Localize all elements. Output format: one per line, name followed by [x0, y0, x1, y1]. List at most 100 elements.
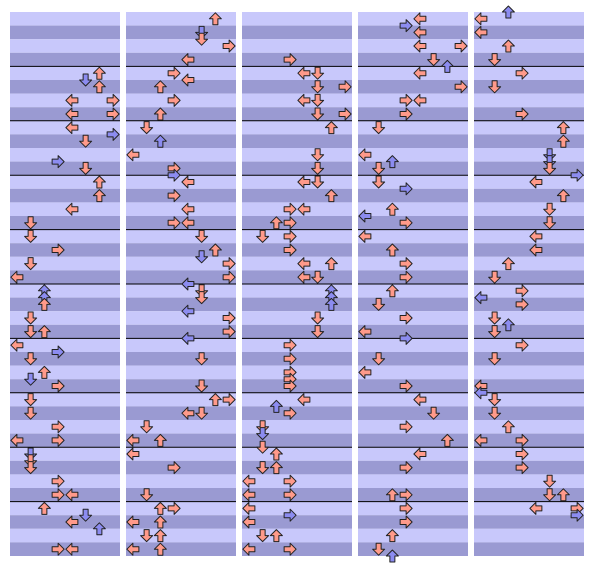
- beat-stripe: [10, 433, 120, 448]
- step-arrow: [181, 175, 195, 189]
- step-arrow: [181, 73, 195, 87]
- beat-stripe: [126, 188, 236, 203]
- beat-stripe: [242, 542, 352, 556]
- beat-stripe: [242, 365, 352, 380]
- beat-stripe: [358, 243, 468, 257]
- beat-stripe: [358, 311, 468, 325]
- beat-stripe: [242, 311, 352, 325]
- step-arrow: [311, 270, 325, 284]
- step-arrow: [195, 32, 209, 46]
- beat-stripe: [358, 148, 468, 162]
- step-arrow: [167, 66, 181, 80]
- beat-stripe: [242, 324, 352, 339]
- beat-stripe: [10, 542, 120, 556]
- beat-stripe: [242, 284, 352, 298]
- step-arrow: [385, 529, 399, 543]
- beat-stripe: [10, 420, 120, 434]
- step-arrow: [181, 277, 195, 291]
- step-arrow: [324, 121, 338, 135]
- step-arrow: [413, 66, 427, 80]
- step-arrow: [24, 325, 38, 339]
- beat-stripe: [474, 52, 584, 67]
- beat-stripe: [358, 256, 468, 271]
- step-arrow: [92, 522, 106, 536]
- beat-stripe: [474, 433, 584, 448]
- step-arrow: [385, 488, 399, 502]
- step-arrow: [106, 93, 120, 107]
- chart-column: [242, 12, 352, 556]
- chart-column: [10, 12, 120, 556]
- beat-stripe: [10, 284, 120, 298]
- step-arrow: [65, 121, 79, 135]
- beat-stripe: [10, 406, 120, 420]
- step-arrow: [556, 189, 570, 203]
- beat-stripe: [358, 542, 468, 556]
- step-arrow: [10, 270, 24, 284]
- step-arrow: [195, 291, 209, 305]
- step-arrow: [195, 229, 209, 243]
- step-arrow: [297, 175, 311, 189]
- beat-stripe: [474, 134, 584, 148]
- step-arrow: [92, 175, 106, 189]
- step-arrow: [106, 107, 120, 121]
- step-arrow: [283, 216, 297, 230]
- step-arrow: [256, 461, 270, 475]
- beat-stripe: [474, 93, 584, 108]
- step-arrow: [65, 107, 79, 121]
- step-arrow: [399, 270, 413, 284]
- step-arrow: [181, 406, 195, 420]
- step-arrow: [543, 488, 557, 502]
- beat-stripe: [242, 406, 352, 420]
- beat-stripe: [10, 338, 120, 352]
- beat-stripe: [242, 229, 352, 244]
- beat-stripe: [126, 488, 236, 502]
- step-arrow: [92, 189, 106, 203]
- step-arrow: [242, 542, 256, 556]
- beat-stripe: [126, 175, 236, 189]
- step-arrow: [399, 311, 413, 325]
- step-arrow: [24, 311, 38, 325]
- step-arrow: [24, 372, 38, 386]
- beat-stripe: [474, 107, 584, 121]
- step-arrow: [385, 155, 399, 169]
- step-arrow: [79, 73, 93, 87]
- step-arrow: [311, 161, 325, 175]
- step-arrow: [269, 529, 283, 543]
- beat-stripe: [474, 352, 584, 366]
- beat-stripe: [126, 12, 236, 26]
- beat-stripe: [242, 134, 352, 148]
- beat-stripe: [126, 297, 236, 312]
- step-arrow: [181, 304, 195, 318]
- step-arrow: [208, 12, 222, 26]
- beat-stripe: [126, 447, 236, 461]
- step-arrow: [515, 433, 529, 447]
- step-arrow: [399, 257, 413, 271]
- step-arrow: [372, 352, 386, 366]
- beat-stripe: [126, 338, 236, 352]
- step-arrow: [256, 427, 270, 441]
- beat-stripe: [10, 379, 120, 393]
- beat-stripe: [242, 148, 352, 162]
- step-arrow: [283, 202, 297, 216]
- step-arrow: [256, 529, 270, 543]
- step-arrow: [140, 121, 154, 135]
- step-arrow: [488, 393, 502, 407]
- beat-stripe: [126, 80, 236, 94]
- step-arrow: [413, 39, 427, 53]
- step-arrow: [51, 488, 65, 502]
- step-arrow: [51, 433, 65, 447]
- step-arrow: [515, 338, 529, 352]
- step-arrow: [195, 406, 209, 420]
- beat-stripe: [10, 175, 120, 189]
- chart-column: [126, 12, 236, 556]
- step-arrow: [106, 127, 120, 141]
- step-arrow: [372, 542, 386, 556]
- step-arrow: [222, 325, 236, 339]
- beat-stripe: [242, 25, 352, 40]
- beat-stripe: [474, 542, 584, 556]
- beat-stripe: [474, 406, 584, 420]
- step-arrow: [51, 379, 65, 393]
- step-arrow: [24, 257, 38, 271]
- beat-stripe: [474, 229, 584, 244]
- step-arrow: [167, 93, 181, 107]
